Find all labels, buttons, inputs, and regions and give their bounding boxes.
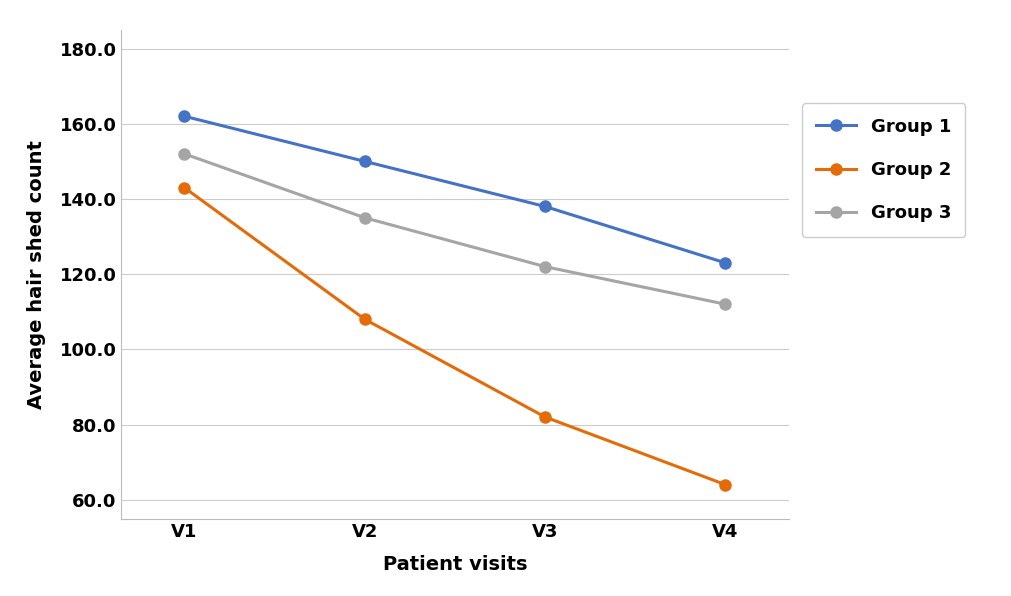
Group 3 [720,300,732,308]
Group 1 [720,259,732,266]
X-axis label: Patient visits: Patient visits [383,555,527,575]
Group 3 [178,150,190,157]
Group 1 [539,203,551,210]
Line: Group 3: Group 3 [179,148,731,310]
Group 1 [359,158,371,165]
Group 2 [720,481,732,488]
Y-axis label: Average hair shed count: Average hair shed count [26,139,45,409]
Group 3 [359,214,371,221]
Group 3 [539,263,551,270]
Legend: Group 1, Group 2, Group 3: Group 1, Group 2, Group 3 [802,103,966,237]
Line: Group 2: Group 2 [179,182,731,491]
Group 2 [359,316,371,323]
Group 2 [178,184,190,191]
Group 1 [178,113,190,120]
Group 2 [539,414,551,421]
Line: Group 1: Group 1 [179,111,731,268]
